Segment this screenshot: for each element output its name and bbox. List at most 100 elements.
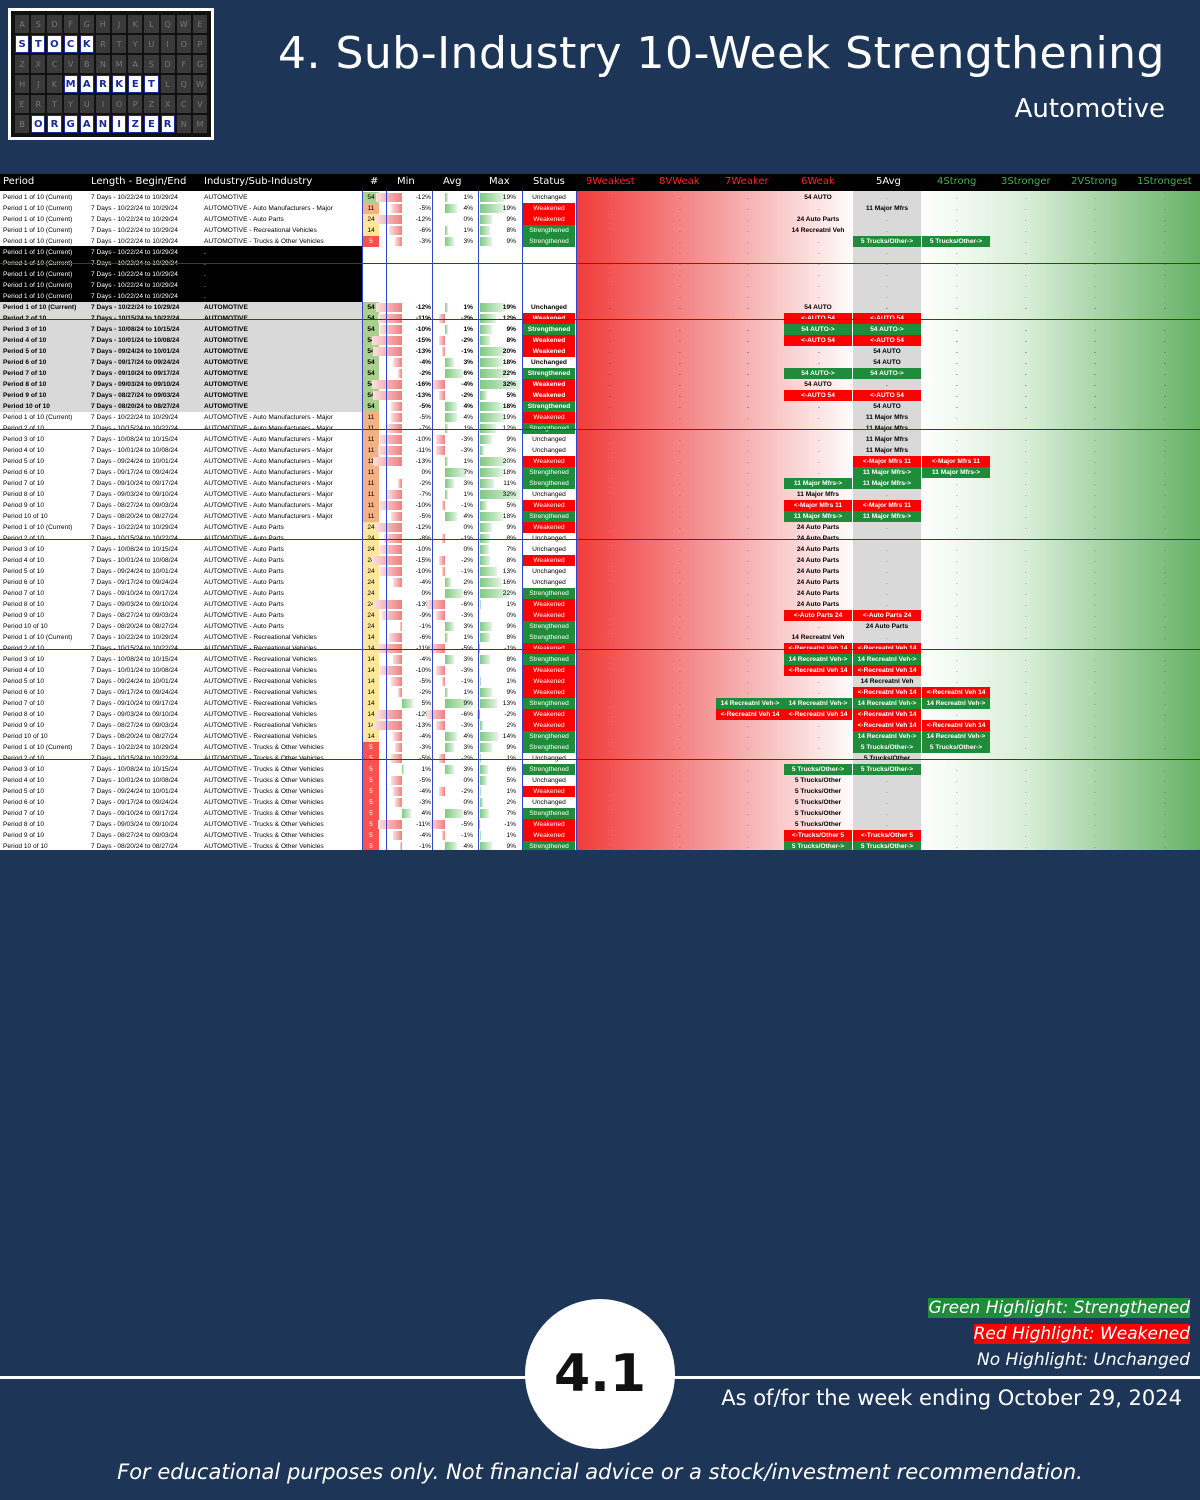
- empty-dot: .: [1094, 832, 1096, 839]
- empty-dot: .: [1025, 667, 1027, 674]
- count-cell: 5: [363, 775, 379, 786]
- industry-cell: AUTOMOTIVE: [204, 403, 248, 410]
- industry-cell: AUTOMOTIVE - Auto Parts: [204, 568, 284, 575]
- empty-dot: .: [1164, 733, 1166, 740]
- max-cell: 9%: [506, 744, 516, 751]
- max-cell: 1%: [506, 832, 516, 839]
- strength-cell: 54 AUTO->: [784, 368, 852, 379]
- empty-dot: .: [956, 381, 958, 388]
- empty-dot: .: [609, 491, 611, 498]
- empty-dot: .: [747, 249, 749, 256]
- avg-cell: -1%: [437, 533, 473, 544]
- strength-cell: <-AUTO 54: [853, 390, 921, 401]
- industry-cell: AUTOMOTIVE - Auto Manufacturers - Major: [204, 447, 333, 454]
- period-cell: Period 4 of 10: [3, 667, 45, 674]
- max-bar: [480, 369, 509, 378]
- empty-dot: .: [679, 590, 681, 597]
- logo-letter: N: [95, 115, 110, 133]
- empty-dot: .: [679, 469, 681, 476]
- industry-cell: AUTOMOTIVE - Recreational Vehicles: [204, 656, 317, 663]
- length-cell: 7 Days - 09/24/24 to 10/01/24: [91, 678, 178, 685]
- empty-dot: .: [747, 271, 749, 278]
- empty-dot: .: [747, 293, 749, 300]
- max-cell: -1%: [480, 643, 516, 654]
- count-cell: 11: [363, 500, 379, 511]
- industry-cell: .: [204, 271, 206, 278]
- avg-cell: -2%: [461, 788, 473, 795]
- avg-bar: [445, 358, 454, 367]
- empty-dot: .: [609, 304, 611, 311]
- table-row: Period 4 of 10 7 Days - 10/01/24 to 10/08…: [0, 445, 1200, 456]
- empty-dot: .: [956, 447, 958, 454]
- industry-cell: AUTOMOTIVE - Auto Parts: [204, 579, 284, 586]
- count-cell: 54: [363, 302, 379, 313]
- empty-dot: .: [818, 722, 820, 729]
- min-bar: [397, 688, 402, 697]
- empty-dot: .: [956, 843, 958, 850]
- max-bar: [478, 820, 480, 829]
- status-badge: Weakened: [523, 412, 575, 423]
- max-bar: [480, 699, 497, 708]
- industry-cell: AUTOMOTIVE - Recreational Vehicles: [204, 643, 317, 654]
- length-cell: 7 Days - 10/15/24 to 10/22/24: [91, 533, 178, 544]
- empty-dot: .: [679, 711, 681, 718]
- empty-dot: .: [747, 546, 749, 553]
- max-cell: 18%: [502, 403, 516, 410]
- logo-cell: O: [112, 95, 127, 113]
- empty-dot: .: [1164, 205, 1166, 212]
- table-row: Period 2 of 10 7 Days - 10/15/24 to 10/22…: [0, 533, 1200, 544]
- table-row: Period 2 of 10 7 Days - 10/15/24 to 10/22…: [0, 643, 1200, 654]
- period-cell: Period 2 of 10: [3, 533, 44, 544]
- table-row: Period 1 of 10 (Current) 7 Days - 10/22/2…: [0, 236, 1200, 247]
- count-cell: 24: [363, 522, 379, 533]
- length-cell: 7 Days - 10/22/24 to 10/29/24: [91, 227, 178, 234]
- empty-dot: .: [1094, 753, 1096, 764]
- logo-cell: A: [15, 15, 30, 33]
- avg-cell: 1%: [463, 634, 473, 641]
- empty-dot: .: [609, 643, 611, 654]
- period-cell: Period 1 of 10 (Current): [3, 293, 73, 300]
- min-bar: [373, 600, 402, 609]
- empty-dot: .: [1164, 788, 1166, 795]
- empty-dot: .: [886, 568, 888, 575]
- empty-dot: .: [956, 524, 958, 531]
- max-bar: [480, 479, 495, 488]
- min-cell: 4%: [421, 810, 431, 817]
- empty-dot: .: [679, 733, 681, 740]
- empty-dot: .: [1164, 216, 1166, 223]
- period-cell: Period 1 of 10 (Current): [3, 304, 77, 311]
- empty-dot: .: [1025, 722, 1027, 729]
- length-cell: 7 Days - 10/22/24 to 10/29/24: [91, 744, 178, 751]
- avg-bar: [445, 589, 463, 598]
- empty-dot: .: [679, 370, 681, 377]
- length-cell: 7 Days - 10/01/24 to 10/08/24: [91, 667, 178, 674]
- table-row: Period 1 of 10 (Current) 7 Days - 10/22/2…: [0, 291, 1200, 302]
- max-cell: 18%: [502, 469, 516, 476]
- empty-dot: .: [1025, 777, 1027, 784]
- status-badge: Strengthened: [523, 808, 575, 819]
- min-cell: -4%: [419, 656, 431, 663]
- period-cell: Period 6 of 10: [3, 469, 45, 476]
- min-cell: -5%: [419, 777, 431, 784]
- length-cell: 7 Days - 09/24/24 to 10/01/24: [91, 348, 180, 355]
- empty-dot: .: [956, 359, 958, 366]
- count-cell: 14: [363, 676, 379, 687]
- min-bar: [391, 402, 402, 411]
- empty-dot: .: [1025, 546, 1027, 553]
- min-bar: [377, 314, 402, 323]
- empty-dot: .: [609, 370, 611, 377]
- empty-dot: .: [679, 788, 681, 795]
- count-cell: 54: [363, 192, 379, 203]
- empty-dot: .: [609, 546, 611, 553]
- max-cell: 16%: [502, 579, 516, 586]
- max-bar: [478, 644, 480, 653]
- empty-dot: .: [956, 205, 958, 212]
- logo-cell: Q: [176, 75, 191, 93]
- avg-cell: 3%: [463, 623, 473, 630]
- empty-dot: .: [1094, 711, 1096, 718]
- empty-dot: .: [747, 601, 749, 608]
- max-cell: 5%: [506, 392, 516, 399]
- empty-dot: .: [1025, 623, 1027, 630]
- empty-dot: .: [679, 667, 681, 674]
- avg-bar: [439, 391, 445, 400]
